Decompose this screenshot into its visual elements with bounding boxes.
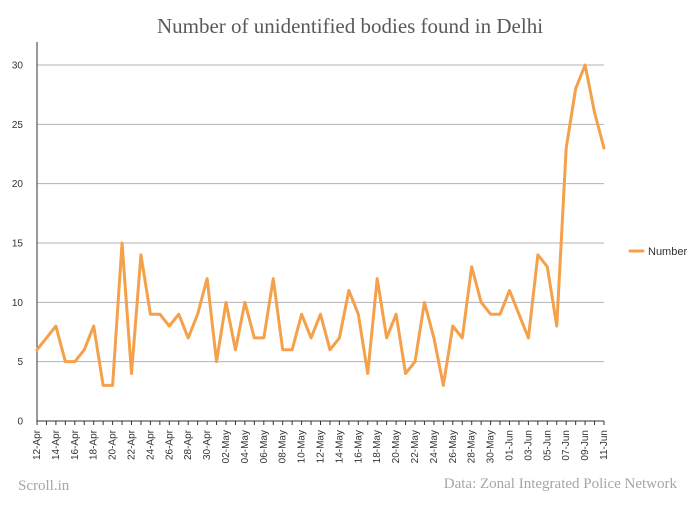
x-tick-label: 20-May <box>391 430 402 463</box>
x-tick-label: 28-Apr <box>183 429 194 460</box>
x-tick-label: 28-May <box>467 430 478 463</box>
x-tick-label: 06-May <box>259 430 270 463</box>
x-tick-label: 30-May <box>486 430 497 463</box>
x-tick-label: 16-May <box>353 430 364 463</box>
x-tick-label: 07-Jun <box>561 430 572 461</box>
series-group <box>35 63 606 387</box>
legend-label: Number <box>648 246 687 258</box>
x-tick-label: 24-May <box>429 430 440 463</box>
x-tick-label: 18-Apr <box>89 429 100 460</box>
x-tick-label: 22-Apr <box>127 429 138 460</box>
x-tick-label: 02-May <box>221 430 232 463</box>
y-tick-label: 25 <box>12 120 24 131</box>
x-tick-label: 12-May <box>316 430 327 463</box>
credit-label: Data: Zonal Integrated Police Network <box>443 476 677 492</box>
x-tick-label: 26-May <box>448 430 459 463</box>
x-tick-label: 22-May <box>410 430 421 463</box>
x-tick-label: 05-Jun <box>542 430 553 461</box>
x-tick-label: 04-May <box>240 430 251 463</box>
x-tick-label: 18-May <box>372 430 383 463</box>
legend: Number <box>628 246 687 258</box>
x-tick-label: 30-Apr <box>202 429 213 460</box>
y-tick-label: 5 <box>17 357 23 368</box>
x-tick-label: 08-May <box>278 430 289 463</box>
y-tick-label: 30 <box>12 61 24 72</box>
x-tick-label: 14-Apr <box>51 429 62 460</box>
x-tick-labels: 12-Apr 14-Apr 16-Apr 18-Apr 20-Apr 22-Apr 24-A… <box>32 429 610 463</box>
source-label: Scroll.in <box>18 478 70 494</box>
x-tick-label: 10-May <box>297 430 308 463</box>
x-tick-label: 11-Jun <box>599 430 610 460</box>
x-tick-label: 03-Jun <box>523 430 534 461</box>
x-tick-label: 24-Apr <box>145 429 156 460</box>
y-tick-label: 0 <box>17 417 23 428</box>
y-tick-labels: 0 5 10 15 20 25 30 <box>12 61 24 428</box>
axes <box>36 42 605 425</box>
x-tick-label: 12-Apr <box>32 429 43 460</box>
x-tick-label: 14-May <box>334 430 345 463</box>
chart-title: Number of unidentified bodies found in D… <box>156 14 544 38</box>
y-tick-label: 20 <box>12 179 24 190</box>
y-tick-label: 10 <box>12 298 24 309</box>
x-tick-label: 01-Jun <box>505 430 516 461</box>
x-tick-label: 16-Apr <box>70 429 81 460</box>
x-tick-label: 26-Apr <box>164 429 175 460</box>
series-line-number <box>35 63 606 387</box>
y-tick-label: 15 <box>12 239 24 250</box>
x-tick-label: 09-Jun <box>580 430 591 461</box>
x-tick-label: 20-Apr <box>108 429 119 460</box>
